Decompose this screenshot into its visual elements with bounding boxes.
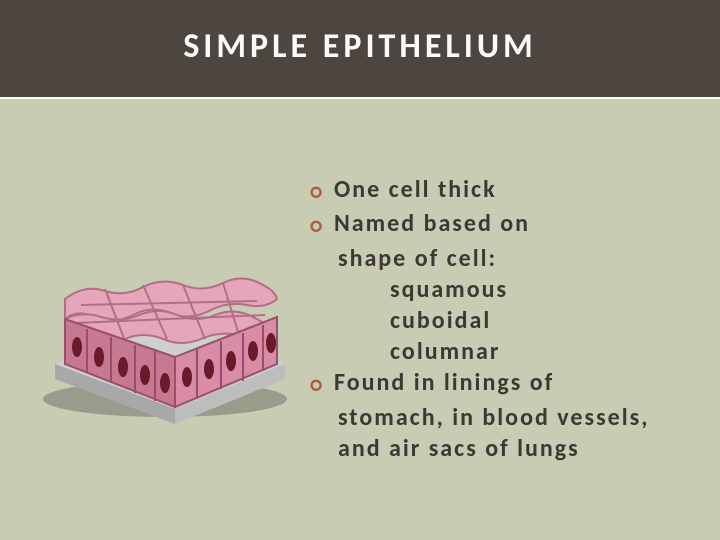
bullet-circle-icon: ○ xyxy=(310,178,334,207)
bullet-3: ○Found in linings of xyxy=(310,367,680,400)
epithelium-diagram xyxy=(25,199,305,429)
text-column: ○One cell thick ○Named based on shape of… xyxy=(310,164,720,465)
bullet-circle-icon: ○ xyxy=(310,212,334,241)
bullet-3-continuation: stomach, in blood vessels, and air sacs … xyxy=(310,402,680,464)
bullet-2-text: Named based on xyxy=(334,209,530,238)
sub-columnar: columnar xyxy=(310,336,680,367)
content-row: ○One cell thick ○Named based on shape of… xyxy=(0,99,720,529)
sub-squamous: squamous xyxy=(310,274,680,305)
image-column xyxy=(0,199,310,429)
bullet-2-continuation: shape of cell: xyxy=(310,243,680,274)
bullet-circle-icon: ○ xyxy=(310,371,334,400)
bullet-3-text: Found in linings of xyxy=(334,368,554,397)
sub-cuboidal: cuboidal xyxy=(310,305,680,336)
slide-title: SIMPLE EPITHELIUM xyxy=(0,26,720,67)
bullet-1-text: One cell thick xyxy=(334,175,497,204)
title-band: SIMPLE EPITHELIUM xyxy=(0,0,720,97)
bullet-2: ○Named based on xyxy=(310,208,680,241)
bullet-1: ○One cell thick xyxy=(310,174,680,207)
